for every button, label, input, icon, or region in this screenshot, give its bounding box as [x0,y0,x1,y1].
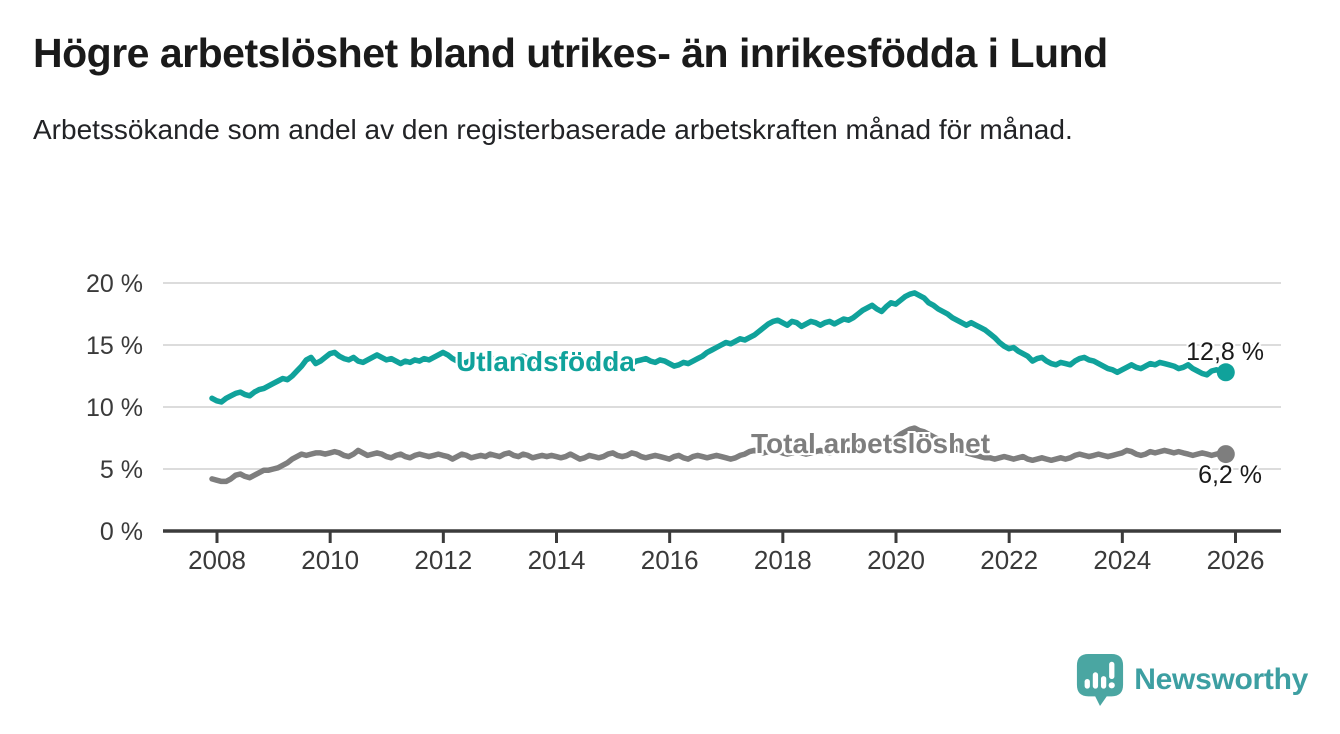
end-value-label-total-arbetsloshet: 6,2 % [1198,461,1262,489]
x-tick-label: 2018 [754,545,812,575]
y-tick-label: 5 % [100,456,143,484]
chart-subtitle: Arbetssökande som andel av den registerb… [33,114,1073,146]
x-tick-label: 2008 [188,545,246,575]
x-tick-label: 2026 [1207,545,1265,575]
y-tick-label: 10 % [86,394,143,422]
y-tick-label: 20 % [86,270,143,298]
newsworthy-logo-text: Newsworthy [1134,663,1308,696]
x-tick-label: 2014 [528,545,586,575]
y-tick-label: 0 % [100,518,143,546]
x-tick-label: 2010 [301,545,359,575]
x-tick-label: 2020 [867,545,925,575]
series-label-total-arbetsloshet: Total arbetslöshet [751,428,991,459]
x-tick-label: 2012 [414,545,472,575]
chart-title: Högre arbetslöshet bland utrikes- än inr… [33,30,1108,76]
x-tick-label: 2024 [1093,545,1151,575]
newsworthy-speech-bubble-icon [1077,654,1124,706]
x-tick-label: 2022 [980,545,1038,575]
series-line-total-arbetsl-shet [209,425,1229,485]
end-value-label-utlandsfodda: 12,8 % [1186,338,1264,366]
newsworthy-logo: Newsworthy [1075,652,1308,708]
x-tick-label: 2016 [641,545,699,575]
y-tick-label: 15 % [86,332,143,360]
series-label-utlandsfodda: Utlandsfödda [456,346,635,377]
chart-header: Högre arbetslöshet bland utrikes- än inr… [33,30,1313,151]
series-line-utlandsf-dda [209,290,1229,405]
